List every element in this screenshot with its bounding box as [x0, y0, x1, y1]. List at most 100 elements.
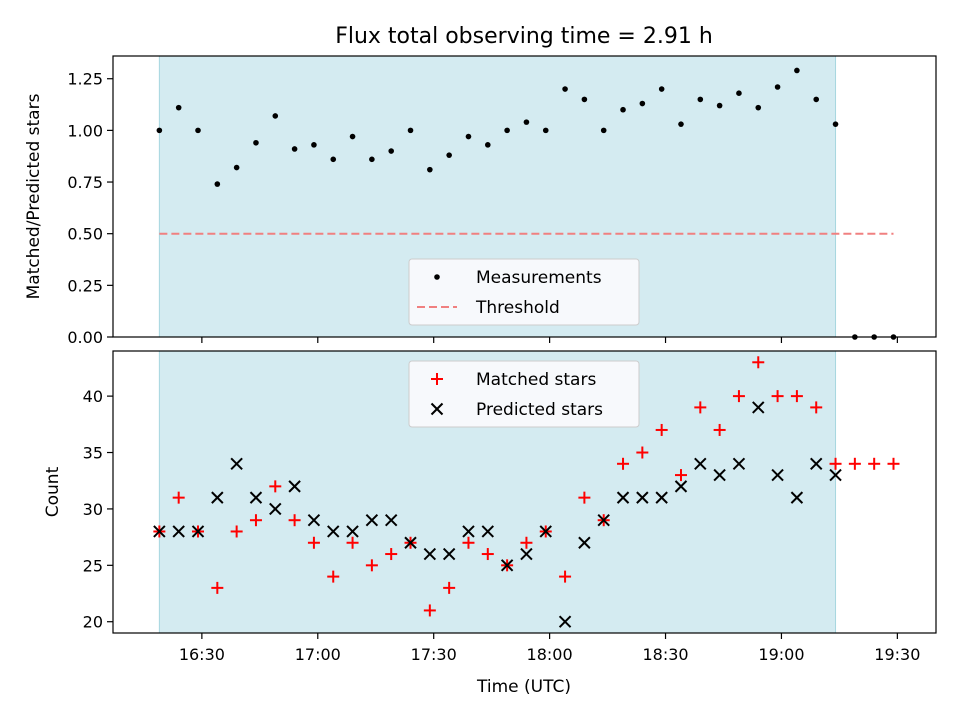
flux-point	[272, 113, 279, 119]
count-point	[616, 491, 630, 504]
flux-point	[330, 156, 337, 163]
flux-axes-frame	[112, 55, 937, 338]
count-point	[249, 491, 263, 504]
count-point	[732, 457, 746, 471]
count-point	[636, 446, 649, 459]
count-point	[307, 536, 320, 549]
flux-point	[465, 133, 472, 140]
flux-point	[581, 96, 588, 103]
flux-series-0	[156, 67, 897, 340]
flux-point	[349, 133, 356, 140]
flux-legend-label: Measurements	[476, 268, 602, 288]
flux-point	[291, 146, 298, 152]
count-point	[674, 480, 688, 493]
count-point	[288, 514, 301, 527]
count-point	[211, 581, 224, 594]
flux-point	[388, 148, 394, 154]
count-point	[269, 480, 282, 493]
flux-ratio-panel: 0.00 0.25 0.50 0.75 1.00 1.25 Matched/Predicte…	[24, 55, 937, 347]
count-point	[829, 468, 842, 482]
count-point	[655, 423, 668, 436]
xtick-label: 19:00	[758, 645, 804, 664]
flux-ytick-label: 0.75	[67, 173, 103, 192]
star-count-panel: 20 25 30 35 40 16:30 17:00 17:30 18:00 18:30 19:00…	[43, 350, 937, 664]
count-point	[810, 457, 823, 471]
xtick-label: 17:00	[295, 645, 341, 664]
count-point	[327, 570, 340, 583]
flux-point	[407, 127, 414, 134]
count-point	[752, 356, 765, 369]
count-point	[249, 514, 262, 527]
count-ytick-label: 20	[83, 613, 103, 632]
flux-point	[716, 102, 723, 109]
count-point	[500, 559, 514, 572]
count-point	[269, 502, 282, 516]
count-point	[694, 457, 707, 471]
count-point	[211, 491, 224, 504]
xtick-label: 18:00	[527, 645, 573, 664]
figure-title: Flux total observing time = 2.91 h	[335, 24, 713, 49]
count-point	[771, 468, 784, 482]
flux-point	[504, 127, 510, 134]
flux-point	[542, 127, 549, 134]
count-legend-box	[408, 360, 640, 428]
flux-ytick-label: 1.25	[67, 70, 103, 89]
count-point	[365, 559, 378, 572]
count-point	[578, 491, 591, 504]
count-point	[520, 536, 533, 549]
flux-ytick-label: 0.50	[67, 225, 103, 244]
count-series-1	[153, 401, 842, 628]
count-point	[230, 525, 243, 538]
flux-point	[523, 119, 530, 125]
flux-point	[639, 100, 646, 107]
count-point	[288, 480, 301, 493]
count-point	[230, 457, 243, 471]
count-point	[423, 604, 436, 617]
count-point	[868, 457, 881, 470]
count-legend-label: Matched stars	[476, 370, 596, 390]
count-point	[346, 525, 359, 538]
count-point	[443, 581, 456, 594]
count-series-0	[153, 356, 900, 617]
flux-point	[755, 104, 762, 111]
count-point	[578, 536, 591, 549]
count-point	[462, 525, 475, 538]
flux-ytick-label: 0.25	[67, 276, 103, 295]
count-legend-label: Predicted stars	[476, 400, 603, 420]
count-point	[810, 401, 823, 414]
count-point	[790, 390, 803, 403]
flux-point	[175, 104, 182, 111]
flux-legend-swatch	[434, 274, 440, 280]
count-point	[887, 457, 900, 470]
flux-point	[774, 84, 781, 90]
count-ytick-label: 40	[83, 387, 103, 406]
flux-point	[794, 67, 800, 74]
flux-point	[697, 96, 704, 103]
flux-point	[195, 127, 201, 134]
flux-point	[427, 166, 433, 173]
count-point	[385, 548, 398, 561]
flux-point	[736, 90, 742, 96]
count-point	[636, 491, 649, 504]
count-point	[172, 525, 185, 538]
count-axes-frame	[112, 350, 937, 634]
count-point	[481, 548, 494, 561]
flux-ytick-label: 0.00	[67, 328, 103, 347]
flux-point	[156, 127, 163, 134]
count-point	[790, 491, 804, 504]
count-point	[327, 525, 340, 538]
count-point	[520, 547, 533, 561]
flux-point	[311, 142, 317, 148]
flux-legend: Measurements Threshold	[408, 258, 640, 326]
count-point	[558, 615, 572, 628]
flux-point	[233, 164, 240, 171]
count-point	[713, 468, 726, 482]
flux-point	[813, 96, 820, 103]
flux-y-axis-label: Matched/Predicted stars	[24, 93, 44, 299]
flux-legend-box	[408, 258, 640, 326]
xtick-label: 19:30	[874, 645, 920, 664]
flux-point	[369, 156, 375, 163]
flux-legend-label: Threshold	[475, 298, 560, 318]
flux-point	[658, 86, 665, 92]
